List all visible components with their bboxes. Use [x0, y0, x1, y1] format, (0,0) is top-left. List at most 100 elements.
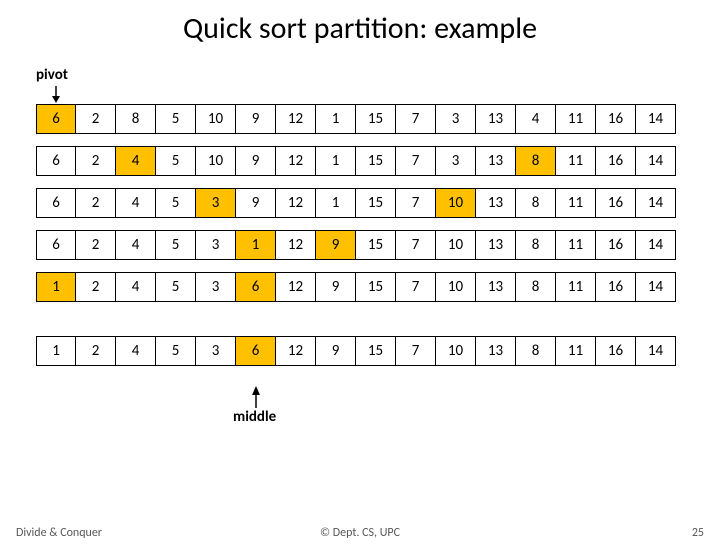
array-row: 12453612915710138111614 — [36, 336, 676, 366]
middle-arrow-icon — [250, 386, 262, 408]
array-cell: 2 — [76, 336, 116, 366]
array-cell: 9 — [236, 188, 276, 218]
array-cell: 10 — [436, 230, 476, 260]
pivot-label: pivot — [36, 66, 68, 84]
array-cell: 13 — [476, 272, 516, 302]
array-cell: 13 — [476, 230, 516, 260]
array-cell: 2 — [76, 146, 116, 176]
array-cell: 6 — [36, 146, 76, 176]
middle-label: middle — [233, 408, 276, 426]
array-cell: 11 — [556, 104, 596, 134]
array-cell: 16 — [596, 230, 636, 260]
array-cell: 8 — [516, 146, 556, 176]
array-cell: 3 — [436, 146, 476, 176]
array-cell: 8 — [516, 230, 556, 260]
array-cell: 10 — [436, 188, 476, 218]
array-cell: 1 — [316, 188, 356, 218]
array-cell: 5 — [156, 272, 196, 302]
array-cell: 9 — [316, 336, 356, 366]
array-cell: 14 — [636, 188, 676, 218]
array-cell: 6 — [236, 272, 276, 302]
array-rows-container: 6285109121157313411161462451091211573138… — [36, 104, 676, 366]
array-cell: 15 — [356, 336, 396, 366]
array-cell: 10 — [436, 336, 476, 366]
array-cell: 7 — [396, 272, 436, 302]
array-cell: 16 — [596, 146, 636, 176]
pivot-arrow-icon — [50, 86, 62, 104]
array-cell: 7 — [396, 104, 436, 134]
array-cell: 6 — [36, 104, 76, 134]
array-cell: 12 — [276, 272, 316, 302]
array-cell: 4 — [116, 146, 156, 176]
array-cell: 1 — [316, 104, 356, 134]
array-cell: 9 — [236, 104, 276, 134]
array-cell: 2 — [76, 230, 116, 260]
array-cell: 12 — [276, 104, 316, 134]
array-cell: 2 — [76, 272, 116, 302]
array-cell: 10 — [436, 272, 476, 302]
slide-title: Quick sort partition: example — [0, 10, 720, 47]
footer-center: © Dept. CS, UPC — [0, 526, 720, 540]
array-cell: 3 — [196, 272, 236, 302]
array-cell: 1 — [36, 272, 76, 302]
array-cell: 6 — [36, 188, 76, 218]
array-cell: 13 — [476, 188, 516, 218]
array-row: 62453112915710138111614 — [36, 230, 676, 260]
array-cell: 12 — [276, 146, 316, 176]
array-cell: 11 — [556, 188, 596, 218]
array-cell: 10 — [196, 104, 236, 134]
array-cell: 9 — [316, 272, 356, 302]
array-cell: 8 — [516, 188, 556, 218]
array-cell: 14 — [636, 230, 676, 260]
array-cell: 11 — [556, 272, 596, 302]
array-cell: 5 — [156, 336, 196, 366]
array-cell: 16 — [596, 272, 636, 302]
array-cell: 3 — [436, 104, 476, 134]
array-cell: 6 — [36, 230, 76, 260]
array-cell: 8 — [116, 104, 156, 134]
array-cell: 4 — [116, 336, 156, 366]
array-cell: 4 — [116, 188, 156, 218]
array-cell: 8 — [516, 272, 556, 302]
array-cell: 15 — [356, 146, 396, 176]
array-cell: 6 — [236, 336, 276, 366]
array-row: 12453612915710138111614 — [36, 272, 676, 302]
array-cell: 7 — [396, 230, 436, 260]
array-cell: 3 — [196, 188, 236, 218]
array-cell: 1 — [316, 146, 356, 176]
array-cell: 3 — [196, 230, 236, 260]
array-cell: 5 — [156, 146, 196, 176]
array-cell: 5 — [156, 188, 196, 218]
array-cell: 14 — [636, 336, 676, 366]
array-cell: 14 — [636, 272, 676, 302]
array-cell: 8 — [516, 336, 556, 366]
array-cell: 7 — [396, 336, 436, 366]
array-cell: 11 — [556, 230, 596, 260]
array-cell: 4 — [516, 104, 556, 134]
array-cell: 15 — [356, 230, 396, 260]
array-cell: 1 — [236, 230, 276, 260]
array-cell: 15 — [356, 272, 396, 302]
array-cell: 11 — [556, 146, 596, 176]
array-cell: 7 — [396, 188, 436, 218]
array-cell: 2 — [76, 188, 116, 218]
array-cell: 13 — [476, 336, 516, 366]
array-cell: 10 — [196, 146, 236, 176]
array-row: 62453912115710138111614 — [36, 188, 676, 218]
array-cell: 4 — [116, 272, 156, 302]
array-cell: 5 — [156, 230, 196, 260]
array-row: 62451091211573138111614 — [36, 146, 676, 176]
array-cell: 13 — [476, 104, 516, 134]
array-cell: 15 — [356, 188, 396, 218]
array-cell: 15 — [356, 104, 396, 134]
array-cell: 12 — [276, 336, 316, 366]
array-cell: 16 — [596, 188, 636, 218]
array-cell: 9 — [236, 146, 276, 176]
array-cell: 5 — [156, 104, 196, 134]
array-cell: 16 — [596, 104, 636, 134]
array-cell: 9 — [316, 230, 356, 260]
array-cell: 1 — [36, 336, 76, 366]
array-cell: 2 — [76, 104, 116, 134]
array-row: 62851091211573134111614 — [36, 104, 676, 134]
array-cell: 14 — [636, 146, 676, 176]
